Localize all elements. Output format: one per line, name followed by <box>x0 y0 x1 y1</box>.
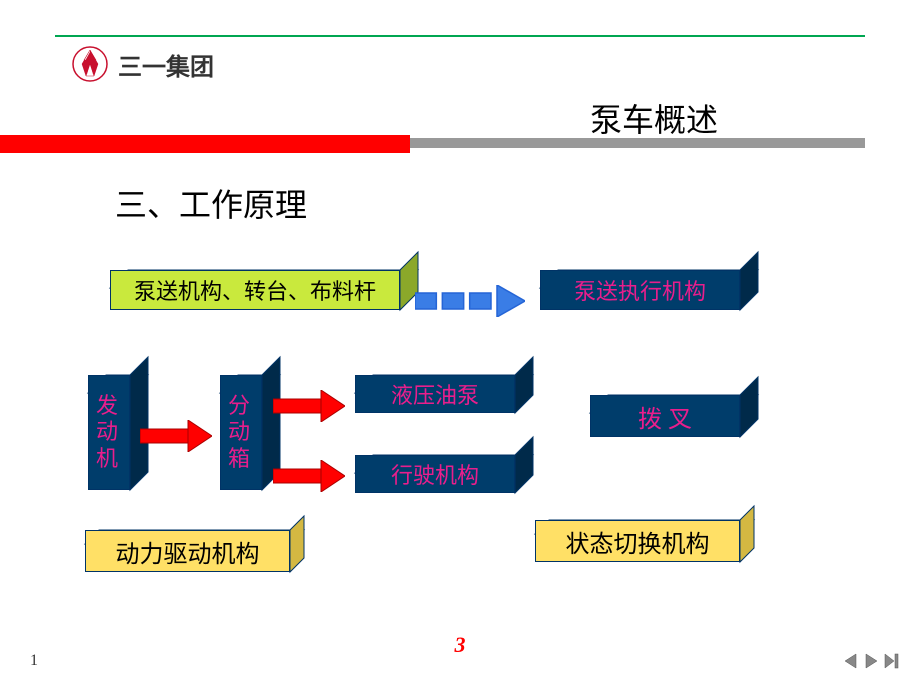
diagram-box: 分动箱 <box>220 375 280 508</box>
diagram-box: 状态切换机构 <box>535 520 754 576</box>
box-label: 液压油泵 <box>355 375 515 413</box>
nav-buttons <box>842 652 900 670</box>
company-name: 三一集团 <box>118 47 214 82</box>
diagram-box: 泵送机构、转台、布料杆 <box>110 270 418 328</box>
arrow <box>140 420 212 452</box>
box-label: 状态切换机构 <box>535 520 740 562</box>
box-label: 动力驱动机构 <box>85 530 290 572</box>
nav-last-icon[interactable] <box>882 652 900 670</box>
red-accent-bar <box>0 135 410 153</box>
section-heading: 三、工作原理 <box>115 180 307 226</box>
box-label: 拨 叉 <box>590 395 740 437</box>
box-label: 泵送执行机构 <box>540 270 740 310</box>
box-label: 行驶机构 <box>355 455 515 493</box>
nav-next-icon[interactable] <box>862 652 880 670</box>
diagram-box: 泵送执行机构 <box>540 270 758 328</box>
top-divider <box>55 35 865 37</box>
diagram-box: 动力驱动机构 <box>85 530 304 586</box>
diagram-box: 拨 叉 <box>590 395 758 455</box>
sany-logo-icon <box>70 44 110 84</box>
arrow <box>415 285 525 317</box>
arrow <box>273 390 345 422</box>
box-label: 泵送机构、转台、布料杆 <box>110 270 400 310</box>
nav-prev-icon[interactable] <box>842 652 860 670</box>
logo-area: 三一集团 <box>70 44 214 84</box>
arrow <box>273 460 345 492</box>
box-label: 分动箱 <box>220 375 262 490</box>
diagram-box: 发动机 <box>88 375 148 508</box>
page-number-left: 1 <box>30 652 38 670</box>
page-number-center: 3 <box>455 632 466 658</box>
diagram-box: 行驶机构 <box>355 455 533 511</box>
box-label: 发动机 <box>88 375 130 490</box>
diagram-box: 液压油泵 <box>355 375 533 431</box>
page-title: 泵车概述 <box>590 95 718 141</box>
